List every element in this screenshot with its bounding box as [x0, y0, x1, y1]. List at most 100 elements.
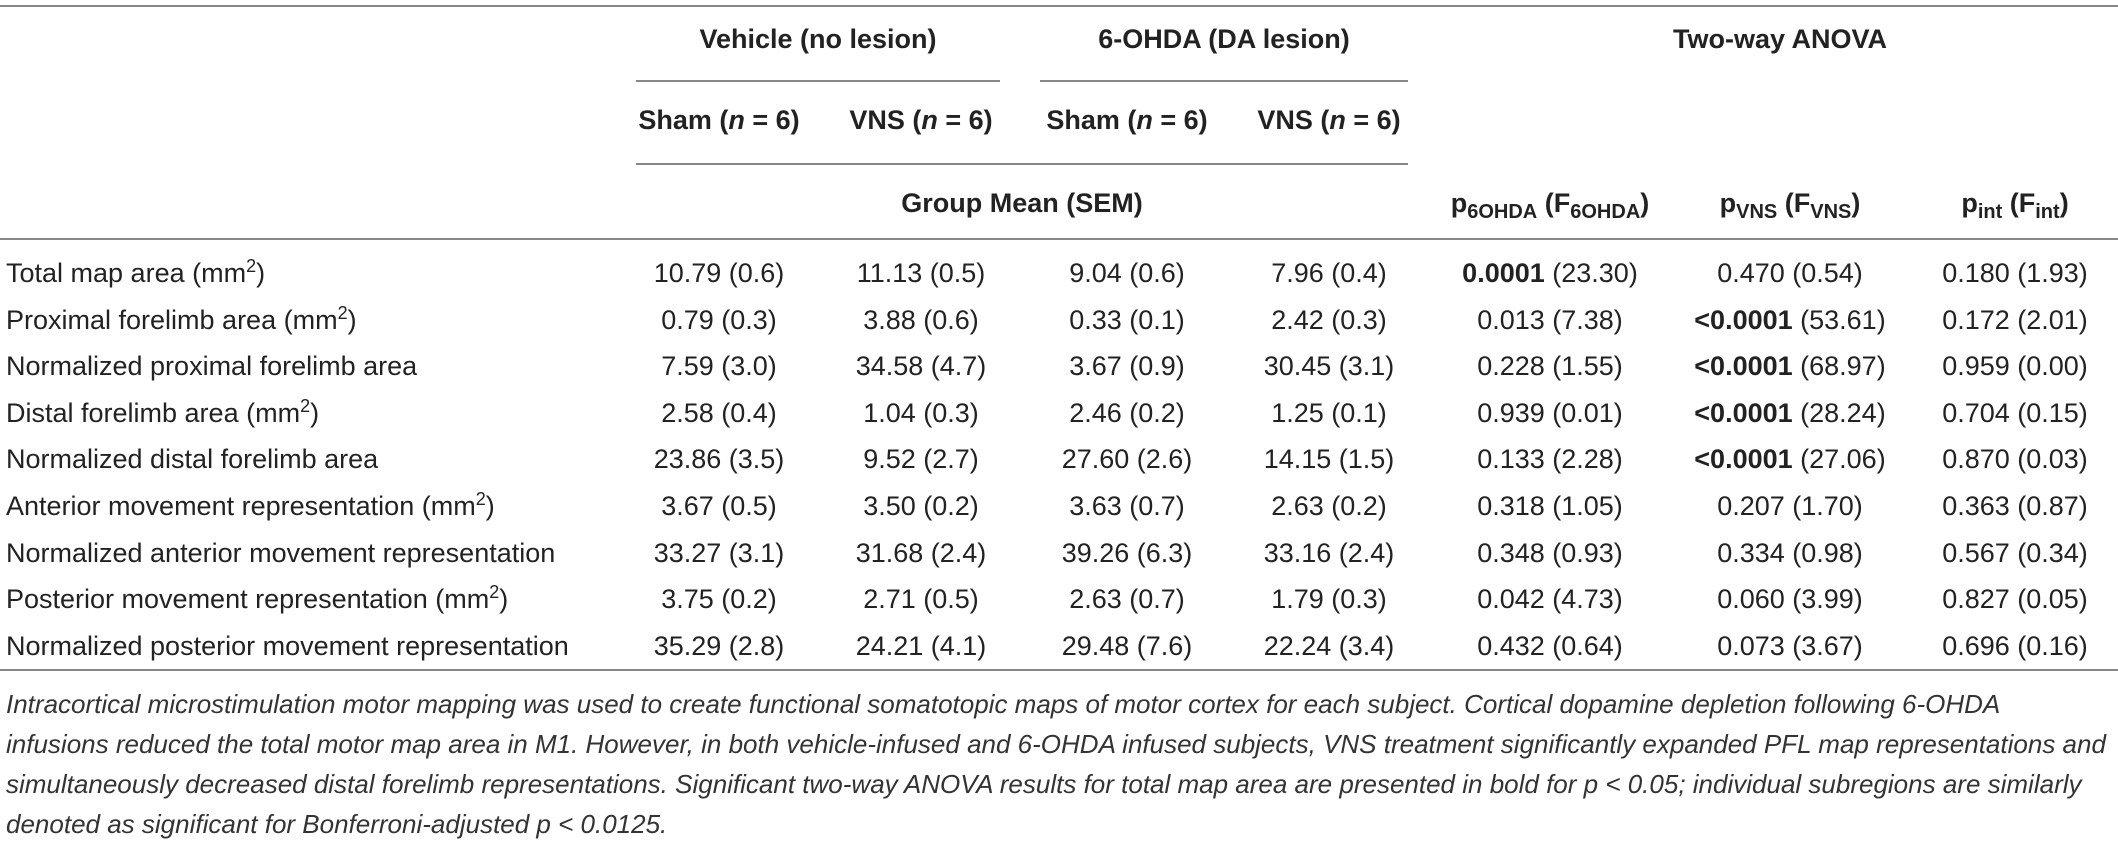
- table-caption: Intracortical microstimulation motor map…: [6, 684, 2106, 844]
- anova-vns-cell: <0.0001 (53.61): [1694, 305, 1886, 335]
- anova-vns-cell: <0.0001 (68.97): [1694, 351, 1886, 381]
- caption-text: Intracortical microstimulation motor map…: [6, 689, 2106, 839]
- group-mean-cell: 39.26 (6.3): [1061, 538, 1193, 568]
- anova-group-header: Two-way ANOVA: [1672, 24, 1887, 54]
- group-mean-cell: 10.79 (0.6): [653, 258, 785, 288]
- anova-6ohda-cell: 0.348 (0.93): [1477, 538, 1623, 568]
- col-header-vehicle-sham: Sham (n = 6): [638, 105, 800, 135]
- anova-int-cell: 0.696 (0.16): [1942, 631, 2088, 661]
- anova-6ohda-cell: 0.042 (4.73): [1477, 584, 1623, 614]
- group-mean-cell: 22.24 (3.4): [1263, 631, 1395, 661]
- anova-int-cell: 0.959 (0.00): [1942, 351, 2088, 381]
- group-mean-cell: 31.68 (2.4): [855, 538, 987, 568]
- table-row: Normalized anterior movement representat…: [0, 538, 2118, 578]
- group-mean-cell: 2.46 (0.2): [1069, 398, 1185, 428]
- group-mean-cell: 3.75 (0.2): [661, 584, 777, 614]
- anova-int-cell: 0.704 (0.15): [1942, 398, 2088, 428]
- group-mean-cell: 2.63 (0.2): [1271, 491, 1387, 521]
- table-row: Normalized posterior movement representa…: [0, 631, 2118, 671]
- anova-int-cell: 0.363 (0.87): [1942, 491, 2088, 521]
- anova-int-cell: 0.827 (0.05): [1942, 584, 2088, 614]
- anova-vns-cell: 0.060 (3.99): [1717, 584, 1863, 614]
- row-label: Normalized distal forelimb area: [6, 444, 379, 474]
- anova-vns-cell: 0.470 (0.54): [1717, 258, 1863, 288]
- group-mean-cell: 7.96 (0.4): [1271, 258, 1387, 288]
- group-mean-cell: 3.67 (0.9): [1069, 351, 1185, 381]
- col-header-p-6ohda: p6OHDA (F6OHDA): [1450, 188, 1650, 223]
- group-mean-cell: 27.60 (2.6): [1061, 444, 1193, 474]
- group-mean-cell: 1.04 (0.3): [863, 398, 979, 428]
- anova-int-cell: 0.172 (2.01): [1942, 305, 2088, 335]
- col-header-lesion-sham: Sham (n = 6): [1046, 105, 1208, 135]
- anova-6ohda-cell: 0.318 (1.05): [1477, 491, 1623, 521]
- group-mean-cell: 3.88 (0.6): [863, 305, 979, 335]
- row-label: Normalized proximal forelimb area: [6, 351, 418, 381]
- group-mean-cell: 1.79 (0.3): [1271, 584, 1387, 614]
- row-label: Distal forelimb area (mm2): [6, 396, 320, 428]
- group-mean-cell: 2.63 (0.7): [1069, 584, 1185, 614]
- group-mean-cell: 29.48 (7.6): [1061, 631, 1193, 661]
- group-mean-cell: 33.16 (2.4): [1263, 538, 1395, 568]
- anova-6ohda-cell: 0.0001 (23.30): [1462, 258, 1638, 288]
- group-mean-cell: 11.13 (0.5): [856, 258, 986, 288]
- group-mean-header: Group Mean (SEM): [901, 188, 1143, 218]
- anova-6ohda-cell: 0.432 (0.64): [1477, 631, 1623, 661]
- anova-int-cell: 0.567 (0.34): [1942, 538, 2088, 568]
- group-mean-cell: 0.79 (0.3): [661, 305, 777, 335]
- anova-6ohda-cell: 0.133 (2.28): [1477, 444, 1623, 474]
- group-mean-cell: 33.27 (3.1): [653, 538, 785, 568]
- table-row: Posterior movement representation (mm2) 3…: [0, 582, 2118, 624]
- anova-vns-cell: 0.334 (0.98): [1717, 538, 1863, 568]
- table-row: Normalized proximal forelimb area 7.59 (3…: [0, 351, 2118, 391]
- row-label: Posterior movement representation (mm2): [6, 582, 509, 614]
- group-mean-cell: 35.29 (2.8): [653, 631, 785, 661]
- row-label: Normalized anterior movement representat…: [6, 538, 556, 568]
- group-mean-rule: [636, 163, 1408, 165]
- group-mean-cell: 3.67 (0.5): [661, 491, 777, 521]
- group-mean-cell: 0.33 (0.1): [1069, 305, 1185, 335]
- anova-vns-cell: <0.0001 (28.24): [1694, 398, 1886, 428]
- col-header-p-vns: pVNS (FVNS): [1719, 188, 1861, 223]
- group-mean-cell: 3.50 (0.2): [863, 491, 979, 521]
- anova-vns-cell: 0.073 (3.67): [1717, 631, 1863, 661]
- anova-6ohda-cell: 0.228 (1.55): [1477, 351, 1623, 381]
- lesion-group-header: 6-OHDA (DA lesion): [1098, 24, 1350, 54]
- table-bottom-rule: [0, 669, 2118, 671]
- group-mean-cell: 34.58 (4.7): [855, 351, 987, 381]
- col-header-lesion-vns: VNS (n = 6): [1257, 105, 1401, 135]
- anova-int-cell: 0.870 (0.03): [1942, 444, 2088, 474]
- table-row: Anterior movement representation (mm2) 3.…: [0, 489, 2118, 531]
- lesion-group-rule: [1040, 80, 1408, 82]
- row-label: Proximal forelimb area (mm2): [6, 303, 357, 335]
- group-mean-cell: 2.58 (0.4): [661, 398, 777, 428]
- row-label: Total map area (mm2): [6, 256, 266, 288]
- anova-int-cell: 0.180 (1.93): [1942, 258, 2088, 288]
- group-mean-cell: 14.15 (1.5): [1263, 444, 1395, 474]
- group-mean-cell: 2.42 (0.3): [1271, 305, 1387, 335]
- anova-vns-cell: <0.0001 (27.06): [1694, 444, 1886, 474]
- table-row: Normalized distal forelimb area 23.86 (3.…: [0, 444, 2118, 484]
- anova-6ohda-cell: 0.013 (7.38): [1477, 305, 1623, 335]
- table-row: Proximal forelimb area (mm2) 0.79 (0.3) 3.…: [0, 303, 2118, 345]
- group-mean-cell: 23.86 (3.5): [653, 444, 785, 474]
- row-label: Anterior movement representation (mm2): [6, 489, 495, 521]
- group-mean-cell: 9.04 (0.6): [1069, 258, 1185, 288]
- group-mean-cell: 24.21 (4.1): [855, 631, 987, 661]
- col-header-p-int: pint (Fint): [1961, 188, 2069, 223]
- group-mean-cell: 30.45 (3.1): [1263, 351, 1395, 381]
- anova-vns-cell: 0.207 (1.70): [1717, 491, 1863, 521]
- row-label: Normalized posterior movement representa…: [6, 631, 569, 661]
- group-mean-cell: 3.63 (0.7): [1069, 491, 1185, 521]
- table-row: Total map area (mm2) 10.79 (0.6) 11.13 (0.…: [0, 256, 2118, 298]
- header-bottom-rule: [0, 238, 2118, 240]
- col-header-vehicle-vns: VNS (n = 6): [849, 105, 993, 135]
- group-mean-cell: 1.25 (0.1): [1271, 398, 1387, 428]
- anova-6ohda-cell: 0.939 (0.01): [1477, 398, 1623, 428]
- vehicle-group-rule: [636, 80, 1000, 82]
- group-mean-cell: 2.71 (0.5): [863, 584, 979, 614]
- table-top-rule: [0, 5, 2118, 7]
- vehicle-group-header: Vehicle (no lesion): [699, 24, 937, 54]
- table-row: Distal forelimb area (mm2) 2.58 (0.4) 1.04…: [0, 396, 2118, 438]
- group-mean-cell: 9.52 (2.7): [863, 444, 979, 474]
